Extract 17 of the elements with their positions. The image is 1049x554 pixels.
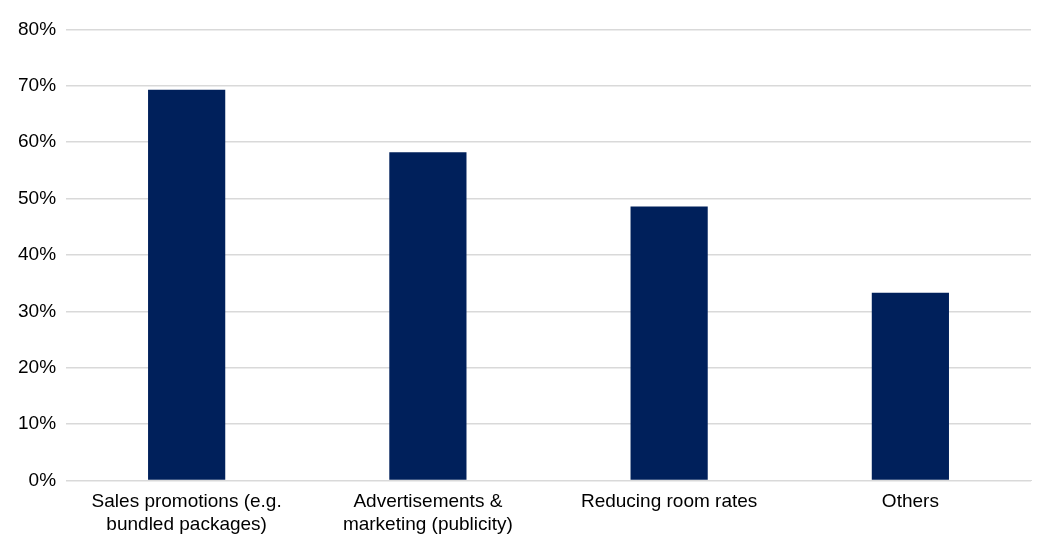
- bar: [148, 89, 226, 480]
- bar: [389, 152, 467, 480]
- y-tick-label: 20%: [18, 355, 57, 377]
- x-tick-label: Advertisements & marketing (publicity): [342, 490, 513, 534]
- y-tick-label: 70%: [18, 74, 57, 96]
- x-tick-label: Others: [881, 490, 939, 512]
- bar: [871, 292, 949, 480]
- y-tick-label: 0%: [28, 468, 57, 490]
- y-tick-label: 40%: [18, 243, 57, 265]
- x-tick-label: Sales promotions (e.g. bundled packages): [91, 490, 282, 534]
- y-tick-label: 60%: [18, 130, 57, 152]
- y-tick-label: 80%: [18, 17, 57, 39]
- y-tick-label: 30%: [18, 299, 57, 321]
- bar: [630, 206, 708, 480]
- x-tick-label: Reducing room rates: [580, 490, 758, 512]
- y-tick-label: 50%: [18, 186, 57, 208]
- y-tick-label: 10%: [18, 412, 57, 434]
